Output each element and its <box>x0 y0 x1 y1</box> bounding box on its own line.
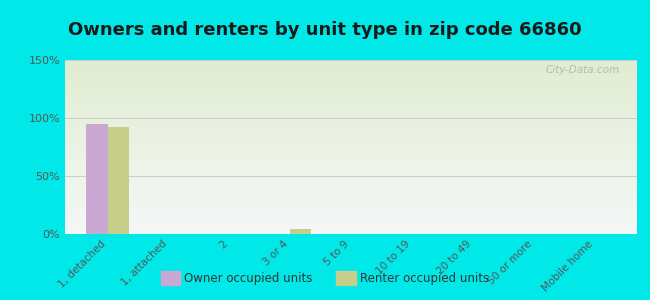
Bar <box>290 230 311 234</box>
Text: Owners and renters by unit type in zip code 66860: Owners and renters by unit type in zip c… <box>68 21 582 39</box>
Legend: Owner occupied units, Renter occupied units: Owner occupied units, Renter occupied un… <box>155 266 495 291</box>
Text: City-Data.com: City-Data.com <box>546 65 620 75</box>
Bar <box>108 127 129 234</box>
Bar <box>86 124 108 234</box>
